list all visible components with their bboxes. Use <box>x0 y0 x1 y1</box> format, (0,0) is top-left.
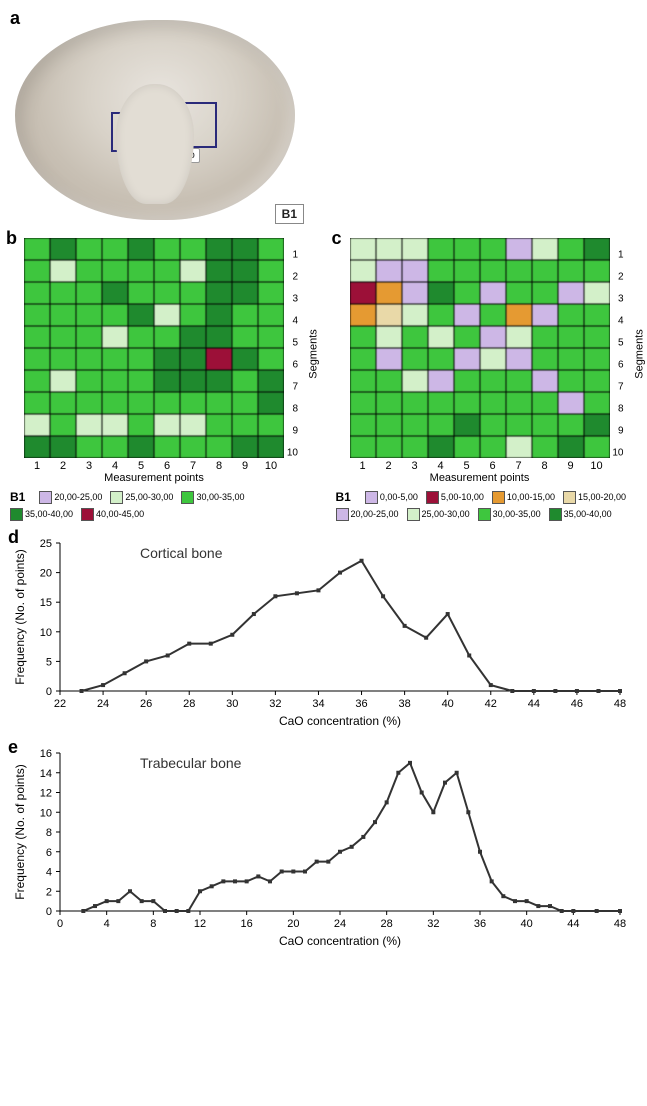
roi-tr <box>111 112 155 152</box>
legend-item: 20,00-25,00 <box>39 491 102 504</box>
svg-text:Frequency (No. of points): Frequency (No. of points) <box>13 764 27 899</box>
svg-text:20: 20 <box>40 568 52 580</box>
legend-item: 30,00-35,00 <box>181 491 244 504</box>
heatmap-b: 12345678910 Segments <box>24 238 284 458</box>
chart-d-title: Cortical bone <box>140 545 223 561</box>
svg-text:24: 24 <box>334 918 346 930</box>
heatmap-c-yticks: 12345678910 <box>612 244 624 464</box>
legend-item: 25,00-30,00 <box>407 508 470 521</box>
svg-text:4: 4 <box>46 867 52 879</box>
svg-text:0: 0 <box>46 686 52 698</box>
panel-a-corner: B1 <box>275 204 304 224</box>
heatmap-c-xlabel: Measurement points <box>350 472 610 484</box>
heatmap-b-xticks: 12345678910 <box>24 460 284 472</box>
svg-text:26: 26 <box>140 698 152 710</box>
panel-d-label: d <box>8 527 19 548</box>
heatmap-c: 12345678910 Segments <box>350 238 610 458</box>
legend-item: 40,00-45,00 <box>81 508 144 521</box>
panel-d: d Cortical bone 051015202522242628303234… <box>10 531 637 731</box>
svg-text:32: 32 <box>269 698 281 710</box>
svg-text:CaO concentration (%): CaO concentration (%) <box>279 714 401 728</box>
legend-item: 0,00-5,00 <box>365 491 418 504</box>
svg-text:42: 42 <box>485 698 497 710</box>
panel-c: c 12345678910 Segments 12345678910 Measu… <box>336 232 638 521</box>
roi-tr-label: Tr <box>119 152 138 167</box>
chart-e-svg: 024681012141604812162024283236404448CaO … <box>10 741 630 951</box>
sample-image: Tr Co <box>15 20 295 220</box>
heatmap-row: b 12345678910 Segments 12345678910 Measu… <box>10 232 637 521</box>
svg-text:46: 46 <box>571 698 583 710</box>
svg-text:28: 28 <box>183 698 195 710</box>
roi-co-label: Co <box>177 148 200 163</box>
legend-item: 10,00-15,00 <box>492 491 555 504</box>
heatmap-c-xticks: 12345678910 <box>350 460 610 472</box>
svg-text:36: 36 <box>355 698 367 710</box>
svg-text:0: 0 <box>57 918 63 930</box>
svg-text:12: 12 <box>40 788 52 800</box>
svg-text:38: 38 <box>398 698 410 710</box>
svg-text:24: 24 <box>97 698 109 710</box>
roi-co <box>165 102 217 148</box>
heatmap-b-legend: B120,00-25,0025,00-30,0030,00-35,0035,00… <box>10 490 312 521</box>
svg-text:16: 16 <box>241 918 253 930</box>
legend-item: 35,00-40,00 <box>549 508 612 521</box>
svg-text:Frequency (No. of points): Frequency (No. of points) <box>13 549 27 684</box>
legend-item: 20,00-25,00 <box>336 508 399 521</box>
legend-item: 35,00-40,00 <box>10 508 73 521</box>
panel-e-label: e <box>8 737 18 758</box>
panel-b-label: b <box>6 228 17 249</box>
svg-text:10: 10 <box>40 807 52 819</box>
svg-text:44: 44 <box>567 918 579 930</box>
heatmap-b-yticks: 12345678910 <box>286 244 298 464</box>
svg-text:14: 14 <box>40 768 52 780</box>
svg-text:12: 12 <box>194 918 206 930</box>
chart-d-svg: 0 5 10 15 20 25 22 24 26 28 30 32 34 36 38 40 42 44 46 48 Ca… <box>10 531 630 731</box>
heatmap-c-ylabel: Segments <box>634 329 646 379</box>
svg-text:CaO concentration (%): CaO concentration (%) <box>279 934 401 948</box>
svg-text:20: 20 <box>287 918 299 930</box>
svg-text:5: 5 <box>46 656 52 668</box>
panel-a-label: a <box>10 8 20 29</box>
svg-text:34: 34 <box>312 698 324 710</box>
svg-text:40: 40 <box>442 698 454 710</box>
svg-text:28: 28 <box>381 918 393 930</box>
heatmap-b-canvas <box>24 238 284 458</box>
heatmap-b-xlabel: Measurement points <box>24 472 284 484</box>
chart-e-title: Trabecular bone <box>140 755 241 771</box>
svg-text:8: 8 <box>150 918 156 930</box>
svg-text:0: 0 <box>46 906 52 918</box>
heatmap-c-canvas <box>350 238 610 458</box>
panel-a: a Tr Co B1 <box>10 10 300 220</box>
legend-item: 15,00-20,00 <box>563 491 626 504</box>
svg-text:30: 30 <box>226 698 238 710</box>
heatmap-c-legend: B10,00-5,005,00-10,0010,00-15,0015,00-20… <box>336 490 638 521</box>
svg-text:48: 48 <box>614 698 626 710</box>
svg-text:25: 25 <box>40 538 52 550</box>
svg-text:6: 6 <box>46 847 52 859</box>
panel-c-label: c <box>332 228 342 249</box>
svg-text:4: 4 <box>104 918 110 930</box>
svg-text:36: 36 <box>474 918 486 930</box>
svg-text:2: 2 <box>46 886 52 898</box>
svg-text:44: 44 <box>528 698 540 710</box>
svg-text:16: 16 <box>40 748 52 760</box>
svg-text:10: 10 <box>40 627 52 639</box>
legend-item: 25,00-30,00 <box>110 491 173 504</box>
heatmap-b-ylabel: Segments <box>308 329 320 379</box>
svg-text:40: 40 <box>521 918 533 930</box>
panel-e: e Trabecular bone 0246810121416048121620… <box>10 741 637 951</box>
legend-item: 30,00-35,00 <box>478 508 541 521</box>
legend-item: 5,00-10,00 <box>426 491 484 504</box>
svg-text:15: 15 <box>40 597 52 609</box>
svg-text:48: 48 <box>614 918 626 930</box>
svg-text:8: 8 <box>46 827 52 839</box>
svg-text:22: 22 <box>54 698 66 710</box>
panel-b: b 12345678910 Segments 12345678910 Measu… <box>10 232 312 521</box>
svg-text:32: 32 <box>427 918 439 930</box>
